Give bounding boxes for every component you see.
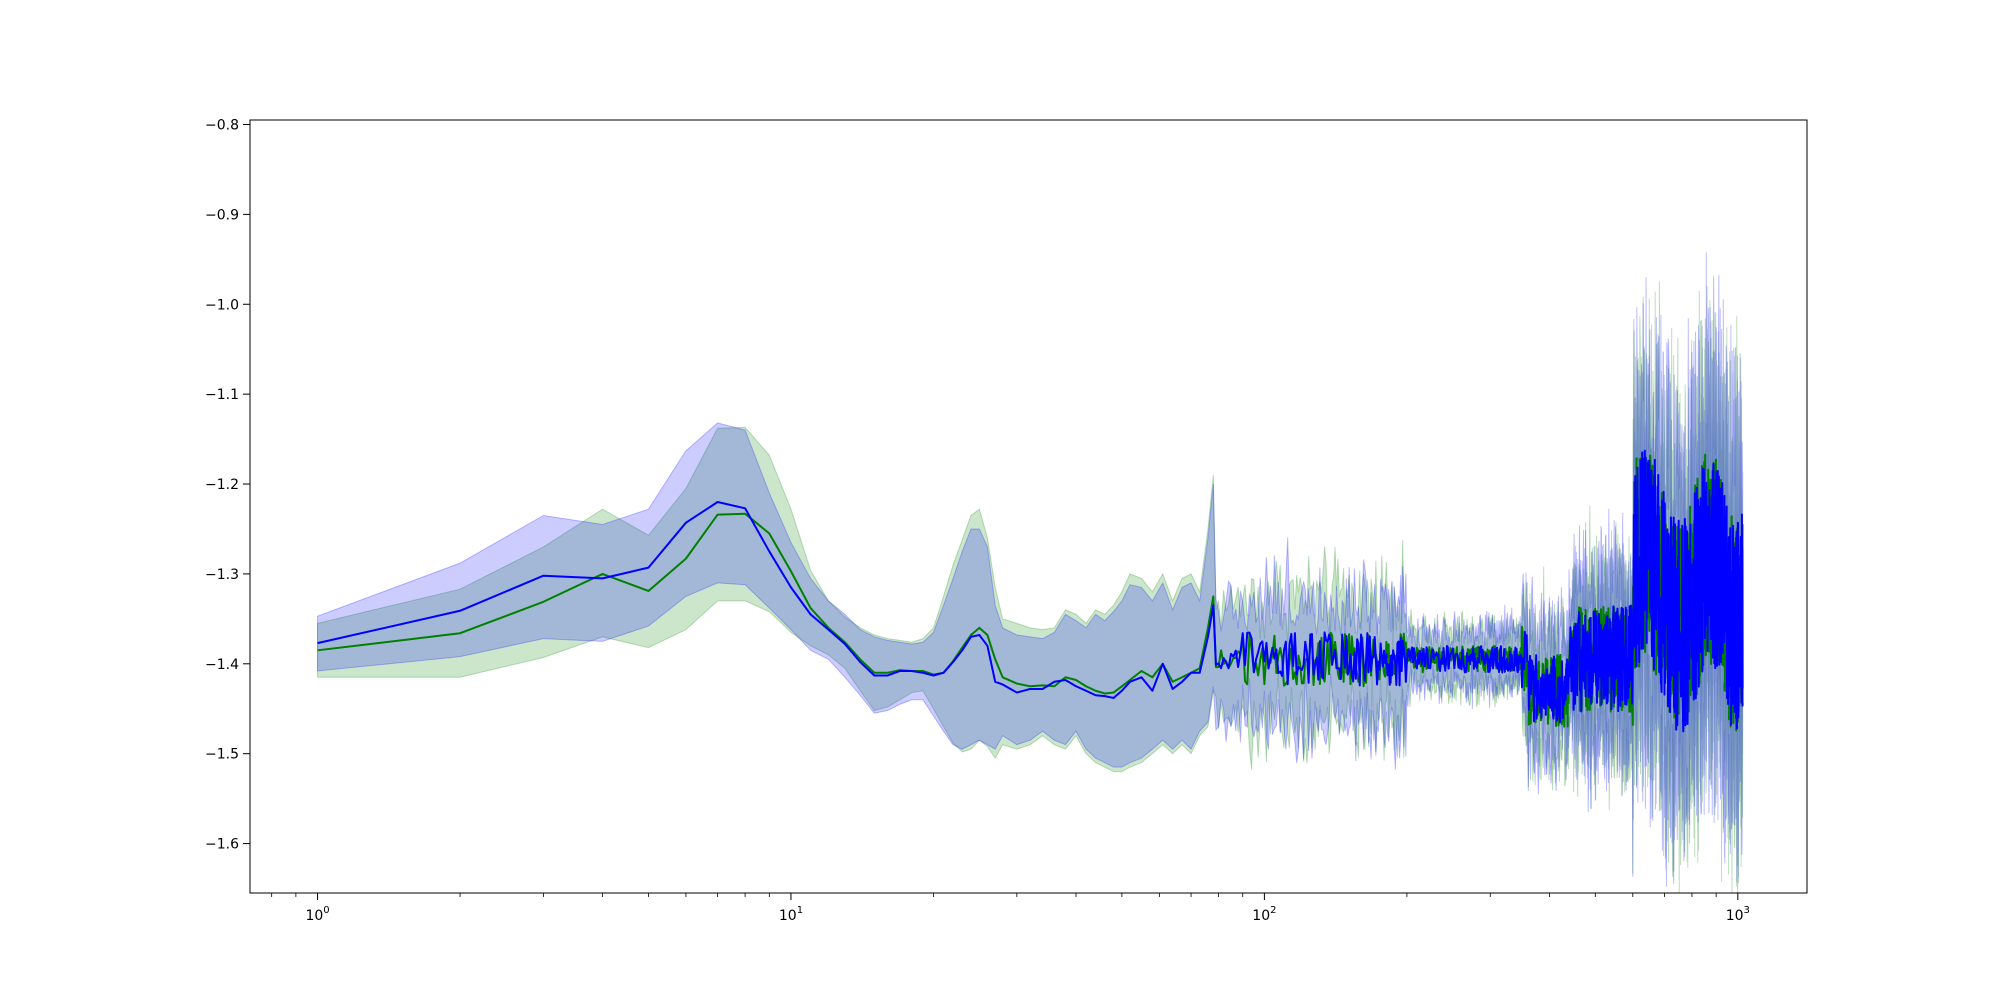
x-tick-base: 10 bbox=[305, 908, 323, 924]
series-1-confidence-band bbox=[317, 281, 1744, 893]
x-tick-base: 10 bbox=[1252, 908, 1270, 924]
x-tick-exponent: 0 bbox=[323, 905, 329, 916]
y-tick-label: −1.3 bbox=[205, 567, 239, 583]
x-axis: 100 101 102 103 bbox=[271, 893, 1750, 924]
y-tick-label: −0.8 bbox=[205, 117, 239, 133]
x-tick-label: 101 bbox=[779, 905, 803, 924]
x-tick-base: 10 bbox=[779, 908, 797, 924]
x-tick-label: 100 bbox=[305, 905, 329, 924]
y-tick-label: −1.4 bbox=[205, 657, 239, 673]
x-tick-base: 10 bbox=[1726, 908, 1744, 924]
y-tick-label: −0.9 bbox=[205, 207, 239, 223]
x-tick-label: 102 bbox=[1252, 905, 1276, 924]
x-tick-exponent: 1 bbox=[797, 905, 803, 916]
x-tick-exponent: 2 bbox=[1270, 905, 1276, 916]
plot-frame bbox=[249, 119, 1808, 894]
x-tick-exponent: 3 bbox=[1744, 905, 1750, 916]
y-tick-label: −1.2 bbox=[205, 477, 239, 493]
y-tick-label: −1.0 bbox=[205, 297, 239, 313]
plot-area bbox=[317, 252, 1744, 893]
x-tick-label: 103 bbox=[1726, 905, 1750, 924]
y-tick-label: −1.1 bbox=[205, 387, 239, 403]
y-tick-label: −1.6 bbox=[205, 837, 239, 853]
y-axis: −0.8 −0.9 −1.0 −1.1 −1.2 −1.3 −1.4 −1.5 −1.6 bbox=[205, 117, 250, 853]
y-tick-label: −1.5 bbox=[205, 747, 239, 763]
series-2-line bbox=[317, 449, 1744, 733]
